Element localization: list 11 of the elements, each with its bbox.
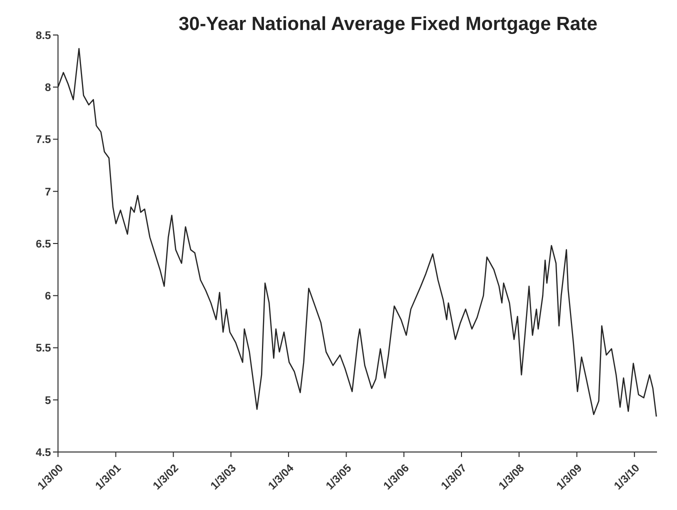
y-tick-label: 4.5 bbox=[36, 446, 51, 459]
y-tick-label: 6.5 bbox=[36, 238, 51, 250]
y-tick-label: 6 bbox=[44, 290, 51, 303]
chart-title: 30-Year National Average Fixed Mortgage Rate bbox=[178, 14, 598, 36]
y-tick-label: 7 bbox=[44, 186, 51, 198]
y-tick-label: 7.5 bbox=[36, 134, 51, 146]
y-tick-label: 5.5 bbox=[36, 342, 51, 355]
y-tick-label: 8.5 bbox=[36, 30, 51, 42]
y-tick-label: 5 bbox=[44, 394, 51, 407]
y-tick-label: 8 bbox=[44, 82, 51, 94]
line-series bbox=[58, 48, 657, 418]
